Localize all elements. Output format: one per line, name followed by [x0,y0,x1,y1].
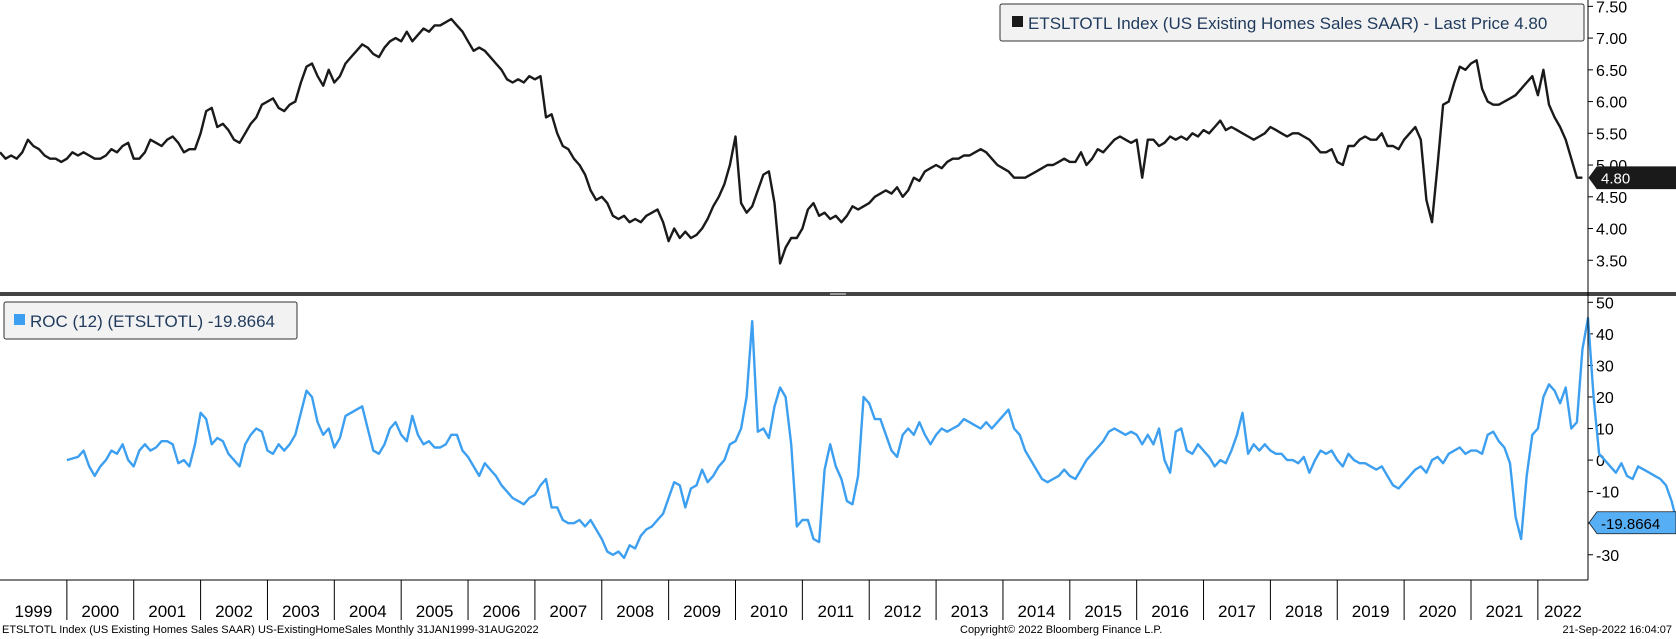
x-tick-label: 2004 [349,602,387,621]
roc-y-tick-label: 20 [1596,390,1614,407]
x-tick-label: 2002 [215,602,253,621]
x-tick-label: 2005 [416,602,454,621]
roc-legend: ROC (12) (ETSLTOTL) -19.8664 [3,301,298,340]
footer-timestamp: 21-Sep-2022 16:04:07 [1562,624,1672,636]
x-tick-label: 2000 [81,602,119,621]
x-tick-label: 2019 [1352,602,1390,621]
price-y-tick-label: 4.50 [1596,190,1627,207]
roc-y-tick-label: 40 [1596,327,1614,344]
x-tick-label: 2007 [549,602,587,621]
x-tick-label: 1999 [15,602,53,621]
roc-y-tick-label: 0 [1596,453,1605,470]
roc-y-tick-label: 50 [1596,295,1614,312]
x-tick-label: 2017 [1218,602,1256,621]
price-series-line [0,17,1583,265]
x-tick-label: 2012 [884,602,922,621]
x-tick-label: 2013 [951,602,989,621]
x-tick-label: 2018 [1285,602,1323,621]
x-tick-label: 2006 [483,602,521,621]
x-tick-label: 2020 [1419,602,1457,621]
x-tick-label: 2016 [1151,602,1189,621]
panel-divider-grip[interactable] [830,293,846,295]
price-legend-box [999,3,1585,42]
x-tick-label: 2010 [750,602,788,621]
chart-canvas: 3.504.004.505.005.506.006.507.007.50 4.8… [0,0,1676,621]
x-tick-label: 2003 [282,602,320,621]
roc-series-line [66,316,1676,560]
roc-y-tick-label: 30 [1596,358,1614,375]
price-y-tick-label: 4.00 [1596,222,1627,239]
price-y-tick-label: 6.50 [1596,63,1627,80]
last-price-label: 4.80 [1601,171,1630,188]
x-tick-label: 2008 [616,602,654,621]
roc-y-tick-label: -30 [1596,548,1619,565]
last-price-tag: 4.80 [1588,166,1676,190]
x-tick-label: 2014 [1017,602,1055,621]
price-legend-swatch [1012,16,1023,27]
price-y-tick-label: 7.50 [1596,0,1627,16]
price-legend-label: ETSLTOTL Index (US Existing Homes Sales … [1028,14,1547,33]
x-tick-label: 2011 [818,602,855,621]
price-panel: 3.504.004.505.005.506.006.507.007.50 4.8… [0,0,1676,270]
roc-last-value-label: -19.8664 [1601,516,1660,533]
price-y-tick-label: 6.00 [1596,95,1627,112]
price-y-tick-label: 5.50 [1596,126,1627,143]
roc-legend-box [3,301,298,340]
price-legend: ETSLTOTL Index (US Existing Homes Sales … [999,3,1585,42]
roc-y-tick-label: 10 [1596,422,1614,439]
time-x-axis: 1999 2000 2001 2002 2003 2004 2005 2006 2007 2008… [0,579,1588,621]
footer-copyright: Copyright© 2022 Bloomberg Finance L.P. [960,624,1163,636]
x-tick-label: 2021 [1486,602,1524,621]
roc-y-tick-label: -10 [1596,485,1619,502]
roc-legend-swatch [14,314,25,325]
footer-source: ETSLTOTL Index (US Existing Homes Sales … [2,624,539,636]
x-tick-label: 2022 [1544,602,1582,621]
x-tick-label: 2009 [683,602,721,621]
price-y-tick-label: 7.00 [1596,31,1627,48]
x-tick-label: 2015 [1084,602,1122,621]
roc-legend-label: ROC (12) (ETSLTOTL) -19.8664 [30,312,275,331]
x-tick-label: 2001 [148,602,186,621]
roc-last-value-tag: -19.8664 [1588,511,1676,535]
price-y-axis: 3.504.004.505.005.506.006.507.007.50 [1588,0,1627,270]
price-y-tick-label: 3.50 [1596,253,1627,270]
